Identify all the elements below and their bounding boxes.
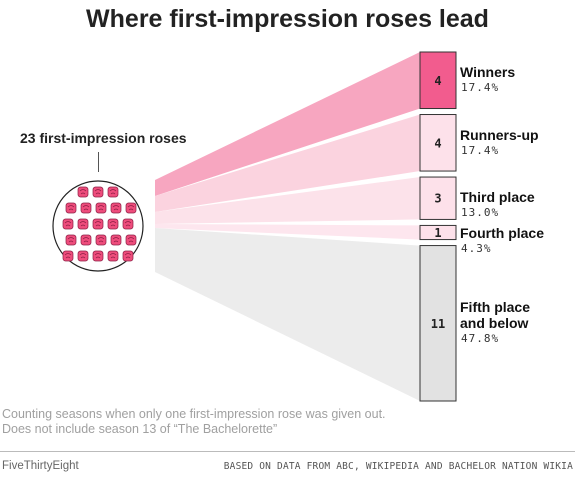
rose-icon xyxy=(110,234,122,246)
percent-label: 47.8% xyxy=(461,331,500,345)
bar-value-label: 4 xyxy=(434,136,441,150)
bar xyxy=(419,114,457,172)
rose-icon xyxy=(62,250,74,262)
flow-band xyxy=(155,177,420,224)
percent-label: 17.4% xyxy=(461,143,500,157)
category-label: Winners xyxy=(460,64,516,80)
bar-value-label: 4 xyxy=(434,74,441,88)
rose-icon xyxy=(80,234,92,246)
rose-icon xyxy=(95,202,107,214)
leader-line xyxy=(98,152,99,172)
brand-label: FiveThirtyEight xyxy=(2,460,79,472)
category-label: Fourth place xyxy=(460,225,545,242)
rose-icon xyxy=(92,186,104,198)
category-label: Third place xyxy=(460,189,535,206)
rose-icon xyxy=(107,250,119,262)
rose-icon xyxy=(125,202,137,214)
category-label: Runners-up xyxy=(460,126,539,143)
footer-divider xyxy=(0,451,575,452)
rose-icon xyxy=(122,250,134,262)
rose-icon xyxy=(77,250,89,262)
page-title: Where first-impression roses lead xyxy=(86,5,489,33)
rose-icon xyxy=(107,186,119,198)
rose-icon xyxy=(77,218,89,230)
bar xyxy=(419,176,457,220)
rose-icon xyxy=(65,202,77,214)
rose-icon xyxy=(110,202,122,214)
percent-label: 4.3% xyxy=(461,242,492,256)
rose-icon xyxy=(122,218,134,230)
rose-icon xyxy=(62,218,74,230)
source-credit: BASED ON DATA FROM ABC, WIKIPEDIA AND BA… xyxy=(223,461,573,472)
flow-band xyxy=(155,114,420,212)
rose-icon xyxy=(80,202,92,214)
bar xyxy=(419,224,457,241)
flow-band xyxy=(155,224,420,240)
rose-icon xyxy=(77,186,89,198)
bar xyxy=(419,245,457,402)
flow-band xyxy=(155,52,420,196)
rose-icon xyxy=(107,218,119,230)
rose-icon xyxy=(92,218,104,230)
source-label: 23 first-impression roses xyxy=(20,130,187,146)
bar-value-label: 11 xyxy=(431,317,445,331)
flow-band xyxy=(155,228,420,401)
category-label: Fifth place and below xyxy=(460,298,531,331)
rose-icon xyxy=(95,234,107,246)
bar-value-label: 3 xyxy=(434,192,441,206)
percent-label: 13.0% xyxy=(461,206,500,220)
rose-icon xyxy=(125,234,137,246)
footnote: Counting seasons when only one first-imp… xyxy=(2,407,386,436)
bar-value-label: 1 xyxy=(434,226,441,240)
rose-icon xyxy=(65,234,77,246)
bar xyxy=(419,51,457,110)
rose-icon xyxy=(92,250,104,262)
percent-label: 17.4% xyxy=(461,81,500,94)
